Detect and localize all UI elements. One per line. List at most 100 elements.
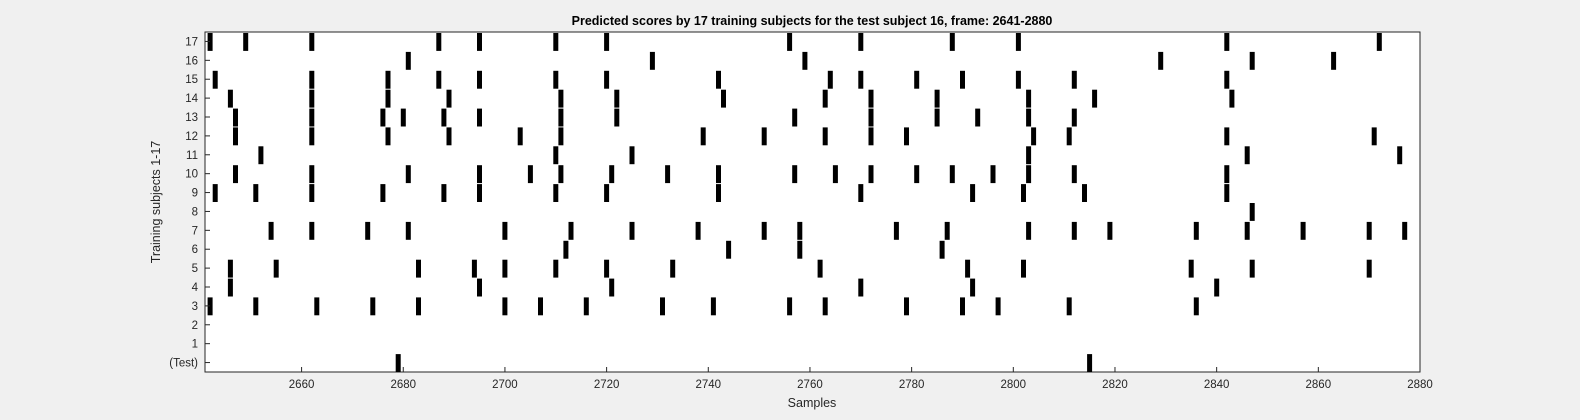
y-tick-label: 16 bbox=[185, 55, 198, 67]
x-tick-label: 2860 bbox=[1306, 379, 1332, 391]
event-mark bbox=[670, 259, 676, 278]
event-mark bbox=[914, 70, 920, 89]
y-tick-label: (Test) bbox=[169, 358, 198, 370]
event-mark bbox=[817, 259, 823, 278]
event-mark bbox=[477, 70, 482, 89]
event-mark bbox=[314, 297, 320, 316]
event-mark bbox=[1331, 51, 1337, 70]
event-mark bbox=[944, 221, 950, 240]
event-mark bbox=[1224, 33, 1230, 51]
event-mark bbox=[1015, 33, 1021, 51]
event-mark bbox=[502, 259, 508, 278]
event-mark bbox=[1249, 51, 1255, 70]
event-mark bbox=[787, 33, 793, 51]
chart-title: Predicted scores by 17 training subjects… bbox=[572, 14, 1053, 28]
x-tick-label: 2720 bbox=[594, 379, 620, 391]
event-mark bbox=[1224, 184, 1230, 202]
event-mark bbox=[405, 221, 411, 240]
event-mark bbox=[243, 33, 249, 51]
event-mark bbox=[416, 259, 421, 278]
event-mark bbox=[568, 221, 574, 240]
event-mark bbox=[1371, 127, 1377, 146]
event-mark bbox=[553, 33, 559, 51]
event-mark bbox=[227, 259, 233, 278]
event-mark bbox=[405, 51, 411, 70]
y-tick-label: 17 bbox=[185, 36, 198, 48]
event-mark bbox=[797, 221, 803, 240]
event-mark bbox=[716, 184, 721, 202]
y-tick-label: 14 bbox=[185, 93, 198, 105]
event-mark bbox=[1071, 165, 1077, 184]
event-mark bbox=[212, 70, 218, 89]
event-mark bbox=[1092, 89, 1098, 108]
event-mark bbox=[960, 70, 965, 89]
event-mark bbox=[858, 70, 864, 89]
event-mark bbox=[710, 297, 716, 316]
event-mark bbox=[395, 354, 401, 372]
x-tick-label: 2820 bbox=[1102, 379, 1128, 391]
event-mark bbox=[1021, 259, 1026, 278]
event-mark bbox=[517, 127, 523, 146]
event-mark bbox=[1300, 221, 1306, 240]
y-tick-label: 10 bbox=[185, 169, 198, 181]
event-mark bbox=[1082, 184, 1087, 202]
event-mark bbox=[1107, 221, 1113, 240]
event-mark bbox=[827, 70, 833, 89]
event-mark bbox=[233, 108, 238, 127]
y-tick-label: 1 bbox=[192, 339, 198, 351]
event-mark bbox=[960, 297, 965, 316]
event-mark bbox=[207, 33, 213, 51]
x-tick-label: 2840 bbox=[1204, 379, 1230, 391]
event-mark bbox=[1071, 221, 1077, 240]
event-mark bbox=[309, 221, 315, 240]
event-mark bbox=[761, 127, 767, 146]
y-tick-label: 7 bbox=[192, 225, 198, 237]
y-tick-label: 4 bbox=[192, 282, 199, 294]
y-tick-label: 15 bbox=[185, 74, 198, 86]
event-mark bbox=[660, 297, 665, 316]
event-mark bbox=[649, 51, 655, 70]
event-mark bbox=[385, 89, 391, 108]
x-tick-label: 2660 bbox=[289, 379, 315, 391]
event-mark bbox=[614, 108, 620, 127]
event-mark bbox=[721, 89, 726, 108]
event-mark bbox=[716, 165, 721, 184]
y-tick-label: 2 bbox=[192, 320, 198, 332]
y-tick-label: 8 bbox=[192, 206, 198, 218]
event-mark bbox=[604, 259, 610, 278]
event-mark bbox=[1224, 165, 1230, 184]
x-tick-label: 2800 bbox=[1001, 379, 1027, 391]
event-mark bbox=[1026, 146, 1032, 165]
event-mark bbox=[858, 184, 864, 202]
event-mark bbox=[558, 89, 564, 108]
event-mark bbox=[995, 297, 1001, 316]
event-mark bbox=[436, 70, 442, 89]
event-mark bbox=[207, 297, 213, 316]
event-mark bbox=[1071, 70, 1077, 89]
event-mark bbox=[538, 297, 543, 316]
event-mark bbox=[949, 165, 955, 184]
event-mark bbox=[233, 127, 238, 146]
event-mark bbox=[949, 33, 955, 51]
event-mark bbox=[553, 259, 559, 278]
event-mark bbox=[970, 184, 976, 202]
event-mark bbox=[1214, 278, 1220, 297]
event-mark bbox=[1224, 70, 1230, 89]
event-mark bbox=[446, 127, 452, 146]
event-mark bbox=[477, 165, 482, 184]
event-mark bbox=[370, 297, 376, 316]
event-mark bbox=[858, 33, 864, 51]
event-mark bbox=[1229, 89, 1235, 108]
event-mark bbox=[614, 89, 620, 108]
event-mark bbox=[1026, 221, 1032, 240]
event-mark bbox=[233, 165, 238, 184]
event-mark bbox=[787, 297, 793, 316]
event-mark bbox=[1397, 146, 1403, 165]
event-mark bbox=[868, 108, 874, 127]
x-tick-label: 2880 bbox=[1407, 379, 1433, 391]
x-tick-label: 2780 bbox=[899, 379, 925, 391]
event-mark bbox=[904, 127, 909, 146]
event-mark bbox=[934, 89, 940, 108]
event-mark bbox=[1244, 221, 1250, 240]
